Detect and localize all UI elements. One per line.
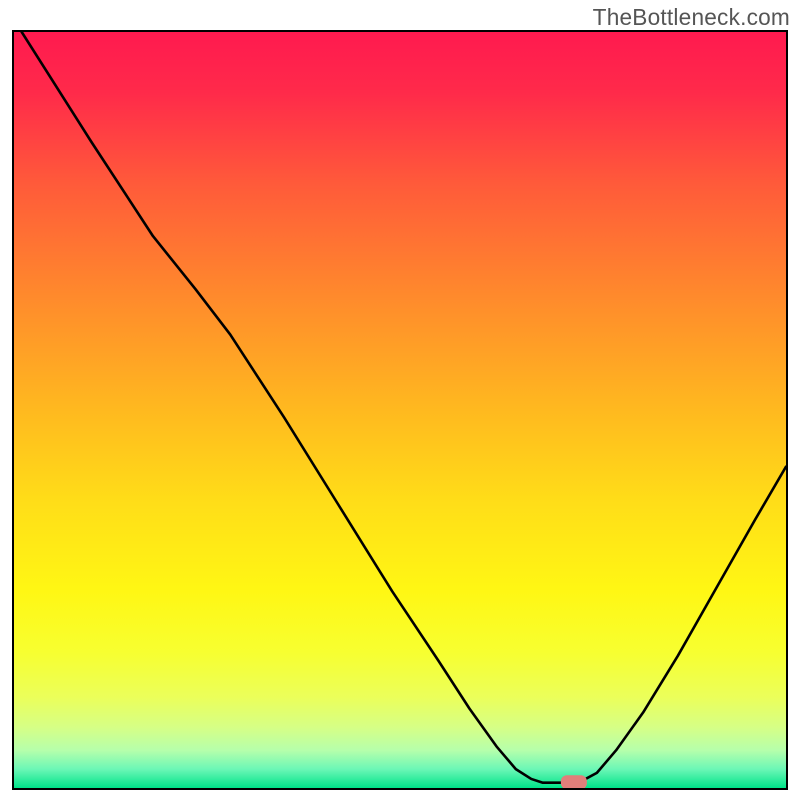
stage: TheBottleneck.com — [0, 0, 800, 800]
plot-frame — [12, 30, 788, 790]
watermark-text: TheBottleneck.com — [593, 4, 790, 31]
bottleneck-curve — [14, 32, 786, 788]
optimal-marker — [561, 775, 587, 789]
